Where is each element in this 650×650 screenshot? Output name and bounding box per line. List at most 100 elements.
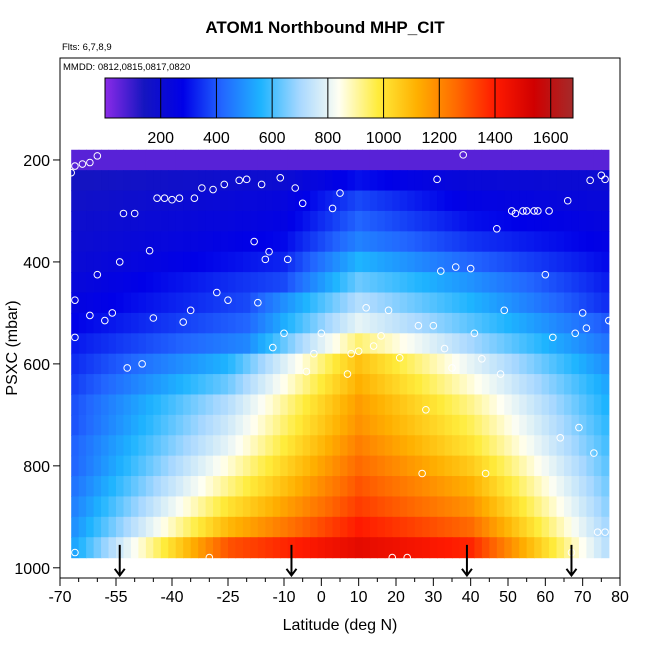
heat-cell <box>369 210 378 232</box>
heat-cell <box>407 170 416 192</box>
heat-cell <box>153 537 162 559</box>
heat-cell <box>407 394 416 416</box>
heat-cell <box>601 516 610 538</box>
heat-cell <box>362 333 371 355</box>
heat-cell <box>160 537 169 559</box>
heat-cell <box>242 455 251 477</box>
heat-cell <box>108 414 117 436</box>
sample-point <box>78 160 87 168</box>
heat-cell <box>310 170 319 192</box>
heat-cell <box>578 210 587 232</box>
heat-cell <box>287 190 296 212</box>
heat-cell <box>265 231 274 253</box>
heat-cell <box>496 251 505 273</box>
heat-cell <box>429 394 438 416</box>
heat-cell <box>549 333 558 355</box>
heat-cell <box>556 476 565 498</box>
heat-cell <box>354 292 363 314</box>
heat-cell <box>429 333 438 355</box>
heat-cell <box>168 414 177 436</box>
heat-cell <box>549 435 558 457</box>
heat-cell <box>183 292 192 314</box>
heat-cell <box>257 251 266 273</box>
sample-point <box>601 528 609 536</box>
heat-cell <box>392 210 401 232</box>
heat-cell <box>145 435 154 457</box>
heat-cell <box>526 210 535 232</box>
heat-cell <box>556 435 565 457</box>
heat-cell <box>250 394 259 416</box>
heat-cell <box>116 455 125 477</box>
heat-cell <box>272 170 281 192</box>
heat-cell <box>272 272 281 294</box>
heat-cell <box>71 455 80 477</box>
heat-cell <box>549 496 558 518</box>
heat-cell <box>213 210 222 232</box>
heat-cell <box>437 353 446 375</box>
heat-cell <box>280 149 289 171</box>
heat-cell <box>168 170 177 192</box>
heat-cell <box>347 516 356 538</box>
heat-cell <box>175 394 184 416</box>
heat-cell <box>601 170 610 192</box>
heat-cell <box>489 272 498 294</box>
heat-cell <box>496 476 505 498</box>
heat-cell <box>541 516 550 538</box>
heat-cell <box>474 435 483 457</box>
heat-cell <box>235 353 244 375</box>
sample-point <box>93 152 102 160</box>
heat-cell <box>414 292 423 314</box>
heat-cell <box>235 476 244 498</box>
heat-cell <box>138 455 147 477</box>
heat-cell <box>153 455 162 477</box>
heat-cell <box>429 190 438 212</box>
heat-cell <box>362 394 371 416</box>
heat-cell <box>593 231 602 253</box>
heat-cell <box>272 394 281 416</box>
heat-cell <box>556 231 565 253</box>
heat-cell <box>549 537 558 559</box>
heat-cell <box>93 414 102 436</box>
heat-cell <box>93 312 102 334</box>
heat-cell <box>116 190 125 212</box>
heat-cell <box>362 210 371 232</box>
heat-cell <box>108 210 117 232</box>
heat-cell <box>78 496 87 518</box>
heat-cell <box>437 333 446 355</box>
heat-cell <box>272 455 281 477</box>
heat-cell <box>362 496 371 518</box>
heat-cell <box>452 476 461 498</box>
heat-cell <box>504 414 513 436</box>
heat-cell <box>86 516 95 538</box>
heat-cell <box>444 251 453 273</box>
heat-cell <box>444 455 453 477</box>
heat-cell <box>325 231 334 253</box>
heat-cell <box>93 374 102 396</box>
heat-cell <box>242 292 251 314</box>
heat-cell <box>481 455 490 477</box>
sample-point <box>317 329 326 338</box>
sample-point <box>168 195 176 204</box>
heat-cell <box>601 496 610 518</box>
heat-cell <box>257 476 266 498</box>
heat-cell <box>310 414 319 436</box>
heat-cell <box>362 476 371 498</box>
sample-point <box>545 207 553 215</box>
heat-cell <box>422 210 431 232</box>
heat-cell <box>414 272 423 294</box>
heat-cell <box>302 333 311 355</box>
heat-cell <box>452 312 461 334</box>
heat-cell <box>564 333 573 355</box>
heat-cell <box>474 190 483 212</box>
heat-cell <box>586 210 595 232</box>
heat-cell <box>280 251 289 273</box>
heat-cell <box>272 333 281 355</box>
heat-cell <box>78 333 87 355</box>
heat-cell <box>130 455 139 477</box>
heat-cell <box>369 516 378 538</box>
heat-cell <box>593 272 602 294</box>
heat-cell <box>519 476 528 498</box>
heat-cell <box>71 496 80 518</box>
heat-cell <box>459 414 468 436</box>
heat-cell <box>534 312 543 334</box>
